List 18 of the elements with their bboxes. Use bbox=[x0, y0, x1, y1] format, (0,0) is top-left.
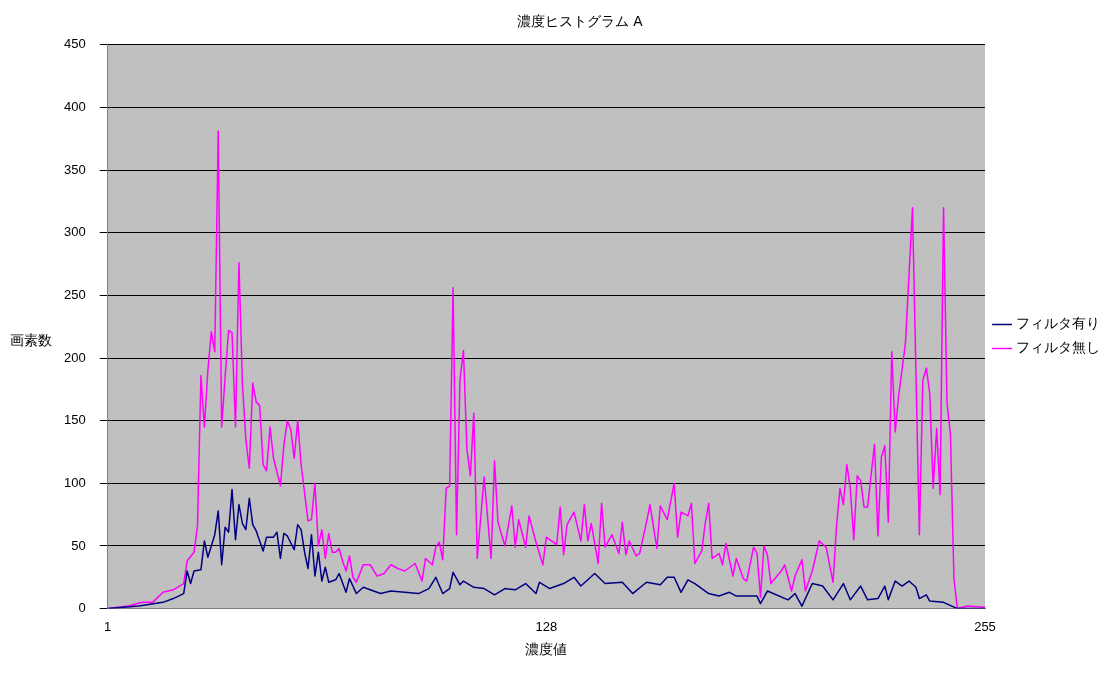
y-tick-label: 350 bbox=[63, 161, 86, 177]
y-tick-label: 200 bbox=[63, 349, 86, 365]
y-tick-label: 400 bbox=[63, 99, 86, 115]
x-tick-label: 1 bbox=[104, 618, 112, 634]
y-tick-label: 150 bbox=[63, 412, 86, 428]
y-tick-label: 50 bbox=[71, 537, 86, 553]
y-tick-label: 450 bbox=[63, 36, 86, 52]
y-tick-label: 0 bbox=[78, 600, 86, 616]
x-tick-label: 255 bbox=[974, 618, 996, 634]
y-tick-label: 300 bbox=[63, 224, 86, 240]
y-axis-title: 画素数 bbox=[10, 332, 52, 350]
x-axis-title: 濃度値 bbox=[525, 641, 568, 658]
chart-title: 濃度ヒストグラム A bbox=[517, 13, 644, 30]
y-tick-label: 100 bbox=[63, 474, 86, 490]
x-tick-label: 128 bbox=[535, 618, 558, 634]
legend-label: フィルタ有り bbox=[1016, 315, 1100, 332]
y-tick-label: 250 bbox=[63, 286, 86, 302]
legend-label: フィルタ無し bbox=[1016, 339, 1100, 356]
